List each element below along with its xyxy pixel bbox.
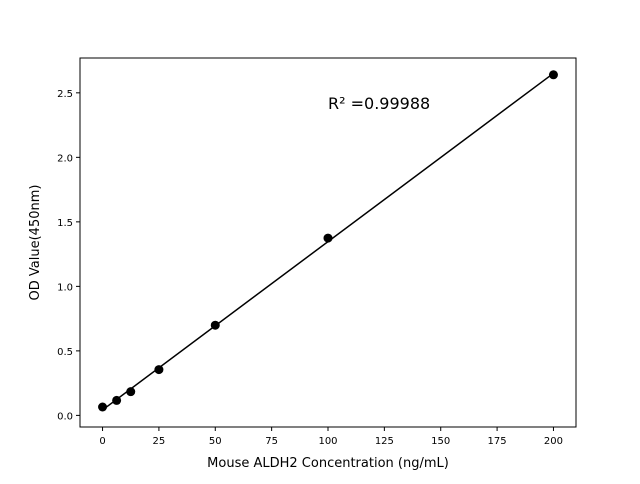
x-tick-label: 150: [431, 436, 450, 447]
y-tick-label: 0.0: [57, 411, 73, 422]
data-point: [126, 387, 136, 397]
r-squared-annotation: R² =0.99988: [328, 94, 430, 113]
x-tick-label: 0: [99, 436, 105, 447]
x-tick-label: 25: [153, 436, 166, 447]
x-tick-label: 50: [209, 436, 222, 447]
data-point: [210, 320, 220, 330]
data-point: [548, 70, 558, 80]
data-point: [154, 365, 164, 375]
data-point: [98, 402, 108, 412]
y-axis-label: OD Value(450nm): [28, 185, 43, 301]
x-tick-label: 75: [265, 436, 278, 447]
data-point: [112, 395, 122, 405]
x-tick-label: 175: [488, 436, 507, 447]
x-tick-label: 200: [544, 436, 563, 447]
y-tick-label: 2.0: [57, 153, 73, 164]
x-axis-label: Mouse ALDH2 Concentration (ng/mL): [207, 456, 449, 471]
y-tick-label: 2.5: [57, 89, 73, 100]
y-tick-label: 1.0: [57, 282, 73, 293]
x-tick-label: 125: [375, 436, 394, 447]
x-tick-label: 100: [318, 436, 337, 447]
y-tick-label: 0.5: [57, 347, 73, 358]
y-tick-label: 1.5: [57, 218, 73, 229]
data-point: [323, 233, 333, 243]
